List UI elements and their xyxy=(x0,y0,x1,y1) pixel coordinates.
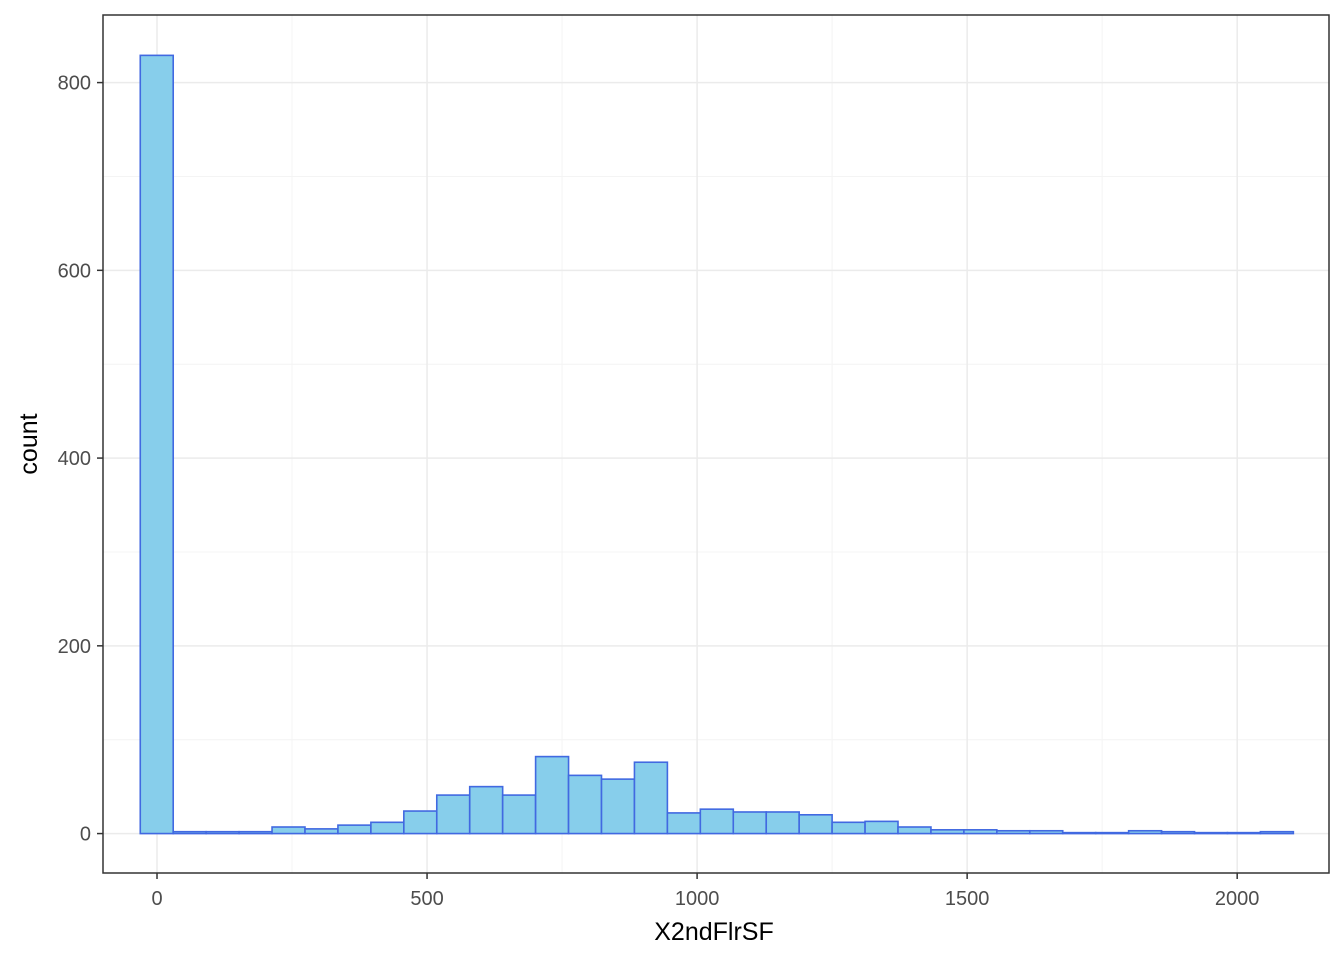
major-gridlines xyxy=(103,15,1329,873)
histogram-bar xyxy=(534,755,570,835)
x-tick-label: 1500 xyxy=(945,888,990,910)
histogram-bars xyxy=(139,54,1295,835)
histogram-bar xyxy=(666,812,702,835)
histogram-bar xyxy=(501,794,537,835)
x-tick-label: 500 xyxy=(410,888,443,910)
histogram-bar xyxy=(864,820,899,835)
x-axis-ticks: 0 500 1000 1500 2000 xyxy=(151,873,1259,910)
histogram-bar xyxy=(337,824,372,835)
y-axis-title: count xyxy=(15,413,43,474)
histogram-bar xyxy=(304,828,339,835)
x-tick-label: 0 xyxy=(151,888,162,910)
histogram-bar xyxy=(271,826,306,835)
histogram-bar xyxy=(1127,829,1163,835)
histogram-bar xyxy=(1259,830,1295,835)
histogram-bar xyxy=(468,785,504,835)
histogram-bar xyxy=(1193,831,1229,835)
histogram-bar xyxy=(205,830,240,835)
histogram-bar xyxy=(831,821,866,835)
histogram-bar xyxy=(370,821,405,835)
histogram-bar xyxy=(732,811,768,835)
x-tick-label: 2000 xyxy=(1215,888,1260,910)
y-tick-label: 800 xyxy=(58,73,91,95)
histogram-bar xyxy=(1226,831,1262,835)
y-tick-label: 200 xyxy=(58,636,91,658)
histogram-bar xyxy=(172,830,207,835)
y-tick-label: 400 xyxy=(58,448,91,470)
histogram-bar xyxy=(963,829,998,835)
histogram-bar xyxy=(238,830,273,835)
x-tick-label: 1000 xyxy=(675,888,720,910)
panel-border xyxy=(102,14,1330,874)
histogram-bar xyxy=(403,810,438,835)
y-tick-label: 600 xyxy=(58,260,91,282)
histogram-bar xyxy=(435,794,471,835)
histogram-bar xyxy=(1094,831,1130,835)
histogram-bar xyxy=(139,54,175,835)
histogram-bar xyxy=(1160,830,1196,835)
y-axis-ticks: 0 200 400 600 800 xyxy=(58,73,103,846)
histogram-bar xyxy=(930,829,965,835)
histogram-bar xyxy=(1061,831,1097,835)
histogram-bar xyxy=(798,813,833,835)
histogram-bar xyxy=(633,761,669,835)
histogram-bar xyxy=(699,808,735,835)
histogram-bar xyxy=(567,774,603,835)
histogram-bar xyxy=(765,811,800,835)
histogram-bar xyxy=(897,826,932,835)
histogram-bar xyxy=(1028,829,1064,835)
histogram-bar xyxy=(600,778,636,835)
x-axis-title: X2ndFlrSF xyxy=(654,918,773,946)
histogram-bar xyxy=(996,829,1031,835)
y-tick-label: 0 xyxy=(80,824,91,846)
minor-gridlines xyxy=(103,15,1329,873)
